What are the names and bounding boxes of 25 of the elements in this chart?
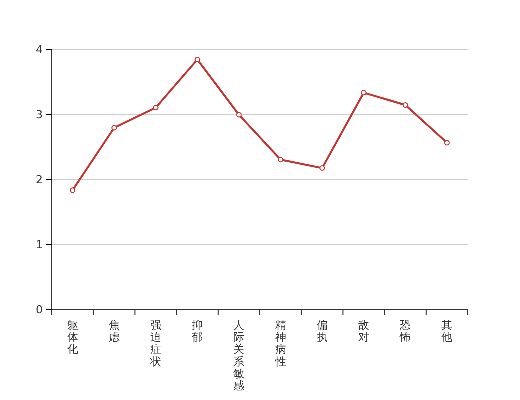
y-tick-label: 0 <box>36 304 43 317</box>
x-tick-label: 偏执 <box>316 319 328 344</box>
point <box>153 105 159 111</box>
x-tick-label: 恐怖 <box>399 319 412 344</box>
point <box>70 188 76 194</box>
point <box>278 157 284 163</box>
x-tick-label: 精神病性 <box>274 319 286 368</box>
x-tick-label: 焦虑 <box>108 319 120 344</box>
point <box>194 56 200 63</box>
y-tick-label: 3 <box>36 108 43 122</box>
x-tick-label: 其他 <box>442 319 453 344</box>
point <box>320 166 326 172</box>
y-tick-label: 1 <box>36 238 43 252</box>
point <box>402 102 408 108</box>
point <box>112 125 118 131</box>
y-tick-label: 2 <box>36 174 43 187</box>
point <box>444 140 450 146</box>
x-tick-label: 强迫症状 <box>150 319 162 368</box>
y-tick-label: 4 <box>36 44 43 57</box>
x-tick-label: 躯体化 <box>67 319 78 356</box>
x-tick-label: 抑郁 <box>192 319 204 344</box>
point <box>236 112 242 118</box>
point <box>361 90 367 96</box>
x-tick-label: 人际关系敏感 <box>234 319 245 392</box>
x-tick-label: 敌对 <box>358 319 370 344</box>
